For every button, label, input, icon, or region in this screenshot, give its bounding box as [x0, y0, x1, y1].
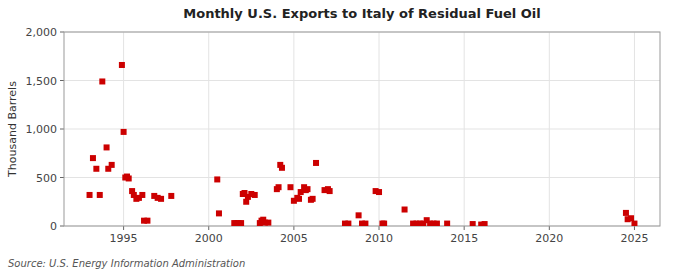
tick	[60, 32, 64, 33]
point	[119, 62, 125, 68]
point	[87, 192, 93, 198]
point	[305, 186, 311, 192]
tick-label: 2010	[365, 232, 393, 245]
point	[313, 160, 319, 166]
tick-label: 1,000	[26, 123, 58, 136]
point	[434, 221, 440, 226]
point	[168, 193, 174, 199]
tick-label: 500	[36, 172, 57, 185]
grid-line	[64, 177, 660, 178]
grid-line	[634, 32, 635, 226]
point	[238, 220, 244, 226]
tick-label: 2020	[535, 232, 563, 245]
point	[482, 221, 488, 226]
tick-label: 1995	[110, 232, 138, 245]
tick-label: 0	[50, 220, 57, 233]
tick	[379, 226, 380, 230]
grid-line	[64, 80, 660, 81]
tick-label: 2005	[280, 232, 308, 245]
tick	[60, 80, 64, 81]
point	[126, 175, 132, 181]
point	[144, 218, 150, 224]
tick	[293, 226, 294, 230]
point	[345, 221, 351, 226]
point	[356, 212, 362, 218]
grid-line	[293, 32, 294, 226]
points	[87, 62, 638, 226]
point	[376, 189, 382, 195]
tick	[60, 177, 64, 178]
plot-frame	[64, 32, 660, 226]
point	[362, 221, 368, 226]
point	[139, 192, 145, 198]
title: Monthly U.S. Exports to Italy of Residua…	[183, 6, 540, 21]
point	[214, 176, 220, 182]
point	[121, 129, 127, 135]
grid	[64, 32, 660, 226]
point	[381, 221, 387, 226]
annotation: Source: U.S. Energy Information Administ…	[8, 258, 245, 269]
grid-line	[64, 129, 660, 130]
tick	[60, 226, 64, 227]
point	[444, 221, 450, 226]
tick-label: 2000	[195, 232, 223, 245]
tick	[123, 226, 124, 230]
point	[279, 165, 285, 171]
point	[109, 162, 115, 168]
tick-label: 2,000	[26, 26, 58, 39]
point	[104, 144, 110, 150]
tick-label: 2015	[450, 232, 478, 245]
point	[470, 221, 476, 226]
point	[265, 220, 271, 226]
tick-label: 1,500	[26, 75, 58, 88]
chart: Monthly U.S. Exports to Italy of Residua…	[0, 0, 675, 275]
grid-line	[464, 32, 465, 226]
point	[402, 207, 408, 213]
tick	[634, 226, 635, 230]
point	[216, 210, 222, 216]
point	[631, 221, 637, 226]
point	[90, 155, 96, 161]
tick	[208, 226, 209, 230]
point	[287, 184, 293, 190]
point	[97, 192, 103, 198]
point	[252, 192, 258, 198]
point	[310, 196, 316, 202]
point	[93, 166, 99, 172]
point	[623, 210, 629, 216]
tick	[549, 226, 550, 230]
grid-line	[549, 32, 550, 226]
grid-line	[379, 32, 380, 226]
grid-line	[208, 32, 209, 226]
tick-label: 2025	[620, 232, 648, 245]
tick	[60, 129, 64, 130]
tick	[464, 226, 465, 230]
point	[276, 184, 282, 190]
point	[327, 188, 333, 194]
point	[296, 196, 302, 202]
y-axis-label: Thousand Barrels	[6, 81, 19, 178]
point	[158, 196, 164, 202]
point	[628, 215, 634, 221]
point	[99, 78, 105, 84]
